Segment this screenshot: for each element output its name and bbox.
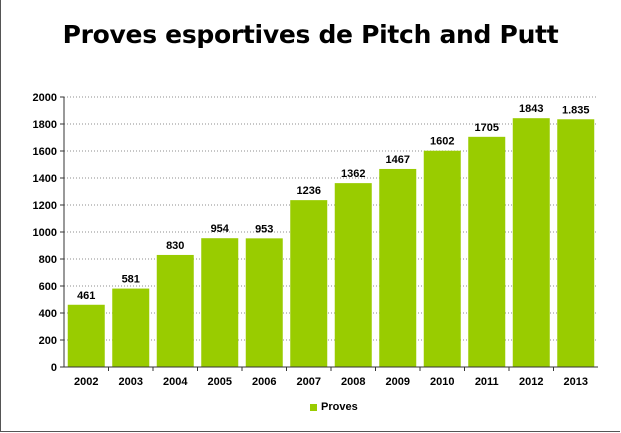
data-label: 1705	[475, 122, 499, 134]
x-tick-label: 2006	[252, 376, 276, 388]
bar	[112, 288, 150, 367]
bar	[423, 150, 461, 367]
x-tick-label: 2003	[119, 376, 143, 388]
data-label: 830	[166, 240, 184, 252]
data-label: 953	[255, 223, 273, 235]
x-tick-label: 2008	[341, 376, 365, 388]
bar	[468, 136, 506, 367]
y-tick-label: 1400	[33, 173, 57, 185]
x-tick-label: 2009	[386, 376, 410, 388]
data-label: 954	[211, 223, 230, 235]
y-tick-label: 1600	[33, 146, 57, 158]
x-tick-label: 2004	[163, 376, 188, 388]
data-label: 1362	[341, 168, 365, 180]
bar	[245, 238, 283, 367]
data-label: 1467	[386, 154, 410, 166]
y-tick-label: 400	[39, 308, 57, 320]
x-tick-label: 2010	[430, 376, 454, 388]
bar	[290, 200, 328, 367]
data-label: 1236	[297, 185, 321, 197]
chart-title: Proves esportives de Pitch and Putt	[62, 20, 559, 49]
data-label: 1843	[519, 103, 543, 115]
y-tick-label: 1000	[33, 227, 57, 239]
data-label: 1.835	[562, 104, 590, 116]
x-tick-label: 2007	[297, 376, 321, 388]
bar	[557, 119, 595, 368]
bar	[512, 118, 550, 367]
x-tick-label: 2002	[74, 376, 98, 388]
y-tick-label: 1200	[33, 200, 57, 212]
x-tick-label: 2013	[564, 376, 588, 388]
y-tick-label: 800	[39, 254, 57, 266]
legend-label: Proves	[321, 401, 358, 413]
y-tick-label: 1800	[33, 119, 57, 131]
legend: Proves	[310, 401, 358, 413]
y-tick-label: 0	[51, 362, 57, 374]
bar	[379, 168, 417, 367]
bar	[334, 183, 372, 367]
bar	[201, 238, 239, 367]
bar	[67, 304, 105, 367]
x-tick-label: 2011	[475, 376, 499, 388]
x-tick-label: 2012	[519, 376, 543, 388]
data-label: 1602	[430, 136, 454, 148]
data-label: 581	[122, 274, 140, 286]
legend-swatch	[310, 403, 317, 411]
y-tick-label: 2000	[33, 92, 57, 104]
x-tick-label: 2005	[208, 376, 232, 388]
y-tick-label: 600	[39, 281, 57, 293]
y-tick-label: 200	[39, 335, 57, 347]
bar	[156, 254, 194, 367]
data-label: 461	[77, 290, 95, 302]
